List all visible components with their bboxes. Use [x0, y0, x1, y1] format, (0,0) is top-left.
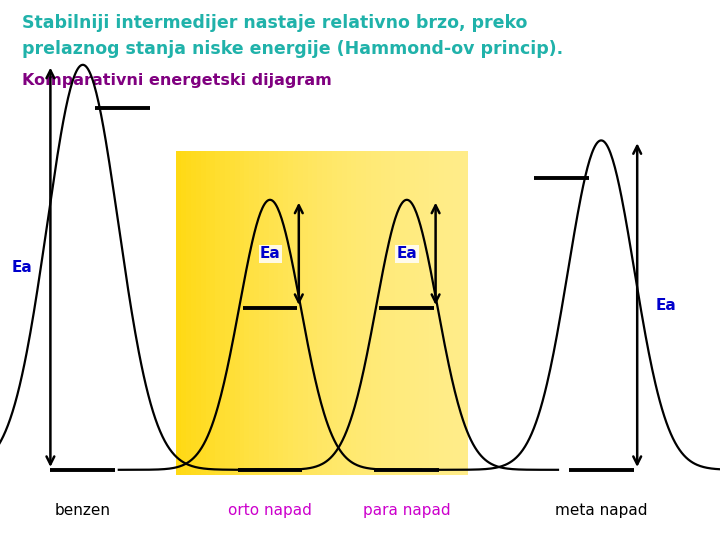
Bar	[323, 151, 327, 475]
Bar	[245, 151, 249, 475]
Bar	[235, 151, 240, 475]
Bar	[293, 151, 298, 475]
Bar	[288, 151, 293, 475]
Bar	[454, 151, 459, 475]
Bar	[249, 151, 254, 475]
Bar	[449, 151, 454, 475]
Bar	[307, 151, 312, 475]
Text: Ea: Ea	[655, 298, 676, 313]
Bar	[254, 151, 259, 475]
Bar	[419, 151, 424, 475]
Bar	[269, 151, 274, 475]
Text: para napad: para napad	[363, 503, 451, 518]
Bar	[201, 151, 206, 475]
Bar	[191, 151, 196, 475]
Text: meta napad: meta napad	[555, 503, 647, 518]
Text: prelaznog stanja niske energije (Hammond-ov princip).: prelaznog stanja niske energije (Hammond…	[22, 40, 563, 58]
Bar	[376, 151, 381, 475]
Bar	[215, 151, 220, 475]
Bar	[332, 151, 337, 475]
Bar	[385, 151, 390, 475]
Bar	[371, 151, 376, 475]
Bar	[220, 151, 225, 475]
Bar	[186, 151, 191, 475]
Text: Ea: Ea	[12, 260, 32, 275]
Bar	[346, 151, 351, 475]
Bar	[264, 151, 269, 475]
Bar	[230, 151, 235, 475]
Bar	[415, 151, 419, 475]
Text: Ea: Ea	[397, 246, 418, 261]
Bar	[400, 151, 405, 475]
Text: orto napad: orto napad	[228, 503, 312, 518]
Bar	[284, 151, 288, 475]
Bar	[327, 151, 332, 475]
Bar	[410, 151, 415, 475]
Bar	[434, 151, 439, 475]
Bar	[240, 151, 244, 475]
Bar	[206, 151, 210, 475]
Bar	[274, 151, 279, 475]
Bar	[361, 151, 366, 475]
Bar	[312, 151, 318, 475]
Bar	[366, 151, 371, 475]
Bar	[176, 151, 181, 475]
Bar	[351, 151, 356, 475]
Text: Komparativni energetski dijagram: Komparativni energetski dijagram	[22, 73, 331, 88]
Bar	[181, 151, 186, 475]
Bar	[380, 151, 385, 475]
Bar	[405, 151, 410, 475]
Bar	[176, 151, 468, 475]
Bar	[210, 151, 215, 475]
Bar	[259, 151, 264, 475]
Bar	[463, 151, 468, 475]
Bar	[424, 151, 429, 475]
Text: benzen: benzen	[55, 503, 111, 518]
Bar	[298, 151, 302, 475]
Bar	[459, 151, 463, 475]
Bar	[342, 151, 346, 475]
Bar	[196, 151, 201, 475]
Bar	[279, 151, 283, 475]
Bar	[337, 151, 341, 475]
Bar	[302, 151, 307, 475]
Text: Ea: Ea	[260, 246, 281, 261]
Bar	[395, 151, 400, 475]
Bar	[444, 151, 449, 475]
Bar	[225, 151, 230, 475]
Text: Stabilniji intermedijer nastaje relativno brzo, preko: Stabilniji intermedijer nastaje relativn…	[22, 14, 527, 31]
Bar	[318, 151, 322, 475]
Bar	[356, 151, 361, 475]
Bar	[439, 151, 444, 475]
Bar	[390, 151, 395, 475]
Bar	[429, 151, 434, 475]
